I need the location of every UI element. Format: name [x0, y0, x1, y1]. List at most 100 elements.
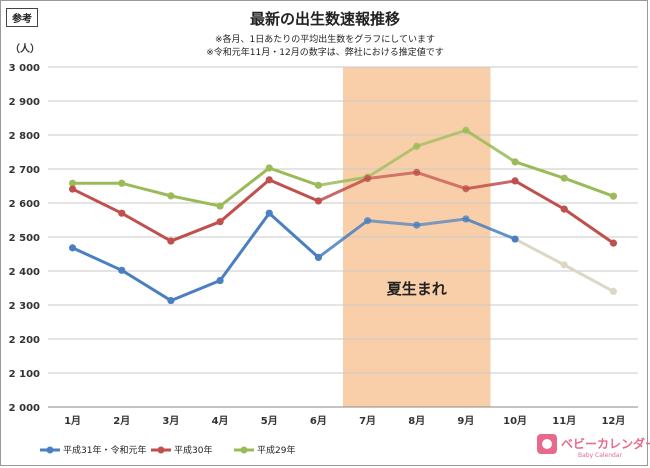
- x-tick-label: 12月: [601, 415, 625, 427]
- series-segment: [366, 170, 419, 181]
- x-tick-label: 6月: [310, 415, 327, 427]
- data-point: [118, 179, 126, 187]
- brand-logo-icon-dot: [542, 439, 552, 449]
- series-segment: [464, 128, 517, 164]
- data-point: [511, 235, 519, 243]
- reference-badge: 参考: [6, 8, 38, 27]
- series-segment: [218, 166, 271, 208]
- legend-label: 平成31年・令和元年: [63, 444, 146, 456]
- data-point: [560, 174, 568, 182]
- data-point: [167, 296, 175, 305]
- series-segment: [267, 166, 320, 187]
- y-tick-label: 2 700: [9, 165, 40, 176]
- series-segment: [415, 128, 468, 148]
- series-segment: [513, 179, 566, 211]
- legend-swatch-marker: [46, 446, 54, 454]
- series-segment: [464, 179, 517, 191]
- series-segment: [120, 181, 173, 198]
- data-point: [118, 266, 126, 274]
- legend-label: 平成29年: [257, 444, 295, 456]
- y-tick-label: 2 800: [9, 131, 40, 142]
- data-point: [511, 158, 519, 166]
- x-tick-label: 8月: [408, 415, 425, 427]
- y-tick-label: 2 500: [9, 233, 40, 244]
- series-segment: [562, 263, 615, 293]
- y-tick-label: 2 200: [9, 335, 40, 346]
- data-point: [216, 276, 224, 285]
- data-point: [68, 185, 77, 193]
- data-point: [216, 202, 224, 210]
- data-point: [118, 209, 126, 217]
- data-point: [462, 126, 470, 134]
- series-segment: [267, 178, 320, 203]
- y-tick-label: 2 600: [9, 199, 40, 210]
- x-tick-label: 4月: [212, 415, 229, 427]
- y-tick-label: 2 000: [9, 403, 40, 414]
- chart-note: ※各月、1日あたりの平均出生数をグラフにしています: [215, 33, 435, 45]
- data-point: [413, 168, 421, 176]
- data-point: [609, 239, 618, 247]
- data-point: [314, 197, 323, 205]
- series-segment: [513, 160, 566, 180]
- series-segment: [366, 219, 419, 227]
- y-tick-label: 2 900: [9, 97, 40, 108]
- series-segment: [120, 211, 173, 243]
- data-point: [265, 176, 273, 184]
- x-tick-label: 3月: [162, 415, 179, 427]
- data-point: [560, 261, 568, 269]
- data-point: [216, 218, 224, 226]
- series-segment: [366, 144, 419, 179]
- data-point: [609, 192, 618, 200]
- x-tick-label: 2月: [113, 415, 130, 427]
- series-segment: [464, 217, 517, 241]
- data-point: [68, 179, 77, 187]
- x-tick-label: 7月: [359, 415, 376, 427]
- series-segment: [316, 175, 370, 187]
- series-segment: [169, 194, 222, 208]
- legend-swatch-marker: [240, 446, 248, 454]
- data-point: [363, 174, 372, 183]
- data-point: [462, 185, 470, 193]
- series-segment: [218, 211, 271, 283]
- series-segment: [316, 219, 370, 259]
- y-tick-label: 3 000: [9, 63, 40, 74]
- data-point: [265, 209, 273, 217]
- x-tick-label: 9月: [457, 415, 474, 427]
- y-axis-unit: （人）: [10, 42, 40, 55]
- chart-title: 最新の出生数速報推移: [250, 10, 400, 28]
- data-point: [511, 177, 519, 185]
- data-point: [363, 217, 372, 225]
- data-point: [167, 192, 175, 200]
- y-tick-label: 2 100: [9, 369, 40, 380]
- series-segment: [71, 187, 124, 215]
- brand-name: ベビーカレンダー: [561, 436, 650, 451]
- y-tick-label: 2 300: [9, 301, 40, 312]
- data-point: [265, 164, 273, 172]
- x-tick-label: 1月: [64, 415, 81, 427]
- data-point: [413, 221, 421, 229]
- y-tick-label: 2 400: [9, 267, 40, 278]
- series-segment: [415, 217, 468, 227]
- legend-swatch-marker: [157, 446, 165, 454]
- series-segment: [169, 279, 222, 303]
- series-segment: [513, 237, 566, 267]
- legend-label: 平成30年: [174, 444, 212, 456]
- brand-sub: Baby Calendar: [578, 452, 623, 459]
- data-point: [167, 237, 175, 245]
- x-tick-label: 11月: [552, 415, 576, 427]
- data-point: [609, 287, 618, 295]
- chart-note: ※令和元年11月・12月の数字は、弊社における推定値です: [206, 46, 443, 58]
- series-segment: [71, 246, 124, 272]
- series-segment: [562, 176, 615, 198]
- x-tick-label: 5月: [261, 415, 278, 427]
- data-point: [68, 244, 77, 252]
- data-point: [462, 215, 470, 223]
- x-tick-label: 10月: [503, 415, 527, 427]
- series-segment: [267, 211, 320, 259]
- series-segment: [316, 177, 370, 203]
- data-point: [413, 142, 421, 150]
- data-point: [314, 181, 323, 189]
- series-segment: [415, 170, 468, 191]
